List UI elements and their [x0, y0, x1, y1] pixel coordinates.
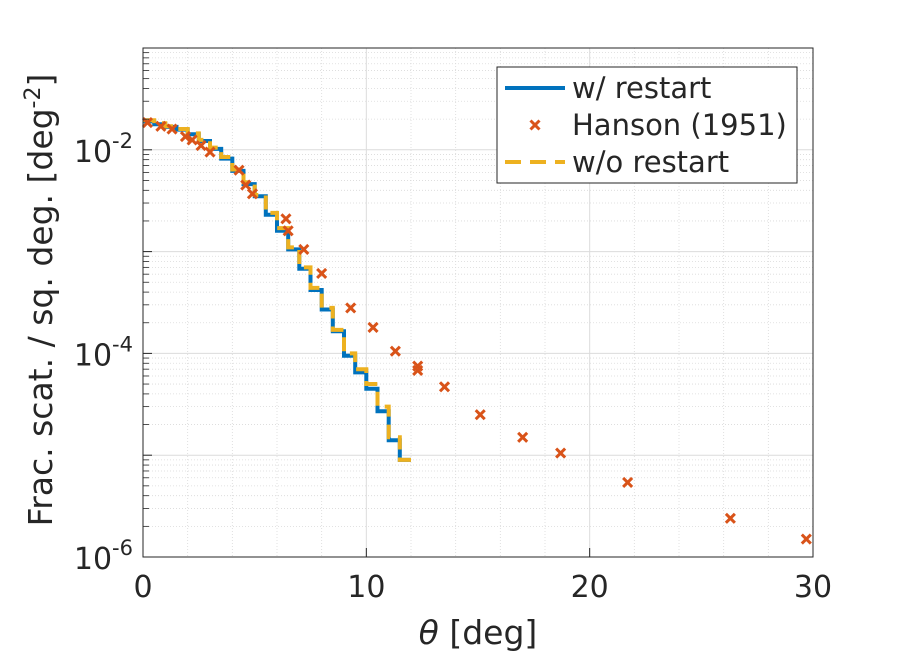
data-point-hanson [233, 164, 245, 176]
data-point-hanson [246, 188, 258, 200]
tick-marks [142, 47, 814, 558]
legend: w/ restart Hanson (1951) w/o restart [496, 66, 798, 184]
data-point-hanson [280, 213, 292, 225]
marker-stroke [141, 117, 154, 129]
data-point-hanson [345, 302, 357, 314]
data-point-hanson [204, 146, 216, 158]
marker-stroke [412, 364, 424, 377]
marker-stroke [438, 381, 451, 393]
legend-marker-x [529, 119, 541, 131]
data-point-hanson [555, 447, 567, 459]
y-axis-label-main: Frac. scat. / sq. deg. [deg [21, 108, 60, 526]
marker-stroke [555, 447, 567, 459]
data-point-hanson [166, 123, 178, 135]
marker-stroke [246, 188, 258, 200]
marker-stroke [233, 164, 245, 176]
legend-label-wo-restart: w/o restart [572, 145, 729, 179]
y-axis-label-superscript: -2 [21, 86, 46, 108]
data-point-hanson [474, 409, 486, 421]
marker-stroke [179, 130, 191, 143]
x-axis-symbol: θ [419, 613, 439, 652]
x-tick-label: 10 [347, 570, 385, 605]
data-point-hanson [141, 117, 154, 129]
marker-stroke [282, 225, 294, 237]
marker-stroke [517, 431, 529, 443]
legend-label-hanson: Hanson (1951) [572, 108, 787, 142]
series-layer [141, 117, 812, 545]
marker-stroke [345, 302, 357, 314]
x-tick-labels: 0 10 20 30 [133, 570, 832, 605]
data-point-hanson [389, 345, 401, 357]
x-axis-label: θ [deg] [419, 613, 538, 652]
data-point-hanson [412, 364, 424, 377]
marker-stroke [316, 267, 328, 280]
y-tick-exponent: -6 [112, 536, 133, 560]
marker-stroke [298, 243, 310, 256]
marker-stroke [186, 134, 198, 146]
marker-stroke [195, 140, 207, 152]
data-point-hanson [155, 120, 167, 132]
data-point-hanson [367, 321, 379, 333]
y-tick-label: 10-4 [74, 332, 133, 373]
marker-stroke [724, 512, 736, 524]
y-tick-label: 10-2 [74, 129, 133, 170]
y-tick-label: 10-6 [74, 536, 133, 577]
x-tick-label: 0 [133, 570, 152, 605]
data-point-hanson [622, 476, 634, 489]
legend-label-w-restart: w/ restart [572, 71, 711, 105]
marker-stroke [204, 146, 216, 158]
x-axis-unit: [deg] [439, 613, 537, 652]
data-point-hanson [438, 381, 451, 393]
y-tick-labels: 10-610-410-2 [74, 129, 133, 577]
marker-stroke [166, 123, 178, 135]
y-tick-base: 10 [74, 542, 112, 577]
y-tick-exponent: -2 [112, 129, 133, 153]
y-tick-base: 10 [74, 338, 112, 373]
x-tick-label: 20 [571, 570, 609, 605]
marker-stroke [622, 476, 634, 489]
data-point-hanson [316, 267, 328, 280]
marker-stroke [529, 119, 541, 131]
data-point-hanson [298, 243, 310, 256]
data-point-hanson [186, 134, 198, 146]
legend-swatch-hanson [529, 119, 541, 131]
y-axis-label-close: ] [21, 74, 60, 87]
marker-stroke [280, 213, 292, 225]
marker-stroke [367, 321, 379, 333]
data-point-hanson [282, 225, 294, 237]
marker-stroke [389, 345, 401, 357]
data-point-hanson [800, 533, 812, 545]
marker-stroke [155, 120, 167, 132]
marker-stroke [240, 179, 252, 191]
data-point-hanson [179, 130, 191, 143]
y-axis-label: Frac. scat. / sq. deg. [deg-2] [21, 74, 60, 527]
plot-area-border [142, 47, 814, 558]
marker-stroke [800, 533, 812, 545]
data-point-hanson [724, 512, 736, 524]
marker-stroke [474, 409, 486, 421]
data-point-hanson [517, 431, 529, 443]
y-tick-exponent: -4 [112, 332, 133, 356]
x-tick-label: 30 [794, 570, 832, 605]
data-point-hanson [195, 140, 207, 152]
data-point-hanson [240, 179, 252, 191]
y-tick-base: 10 [74, 135, 112, 170]
